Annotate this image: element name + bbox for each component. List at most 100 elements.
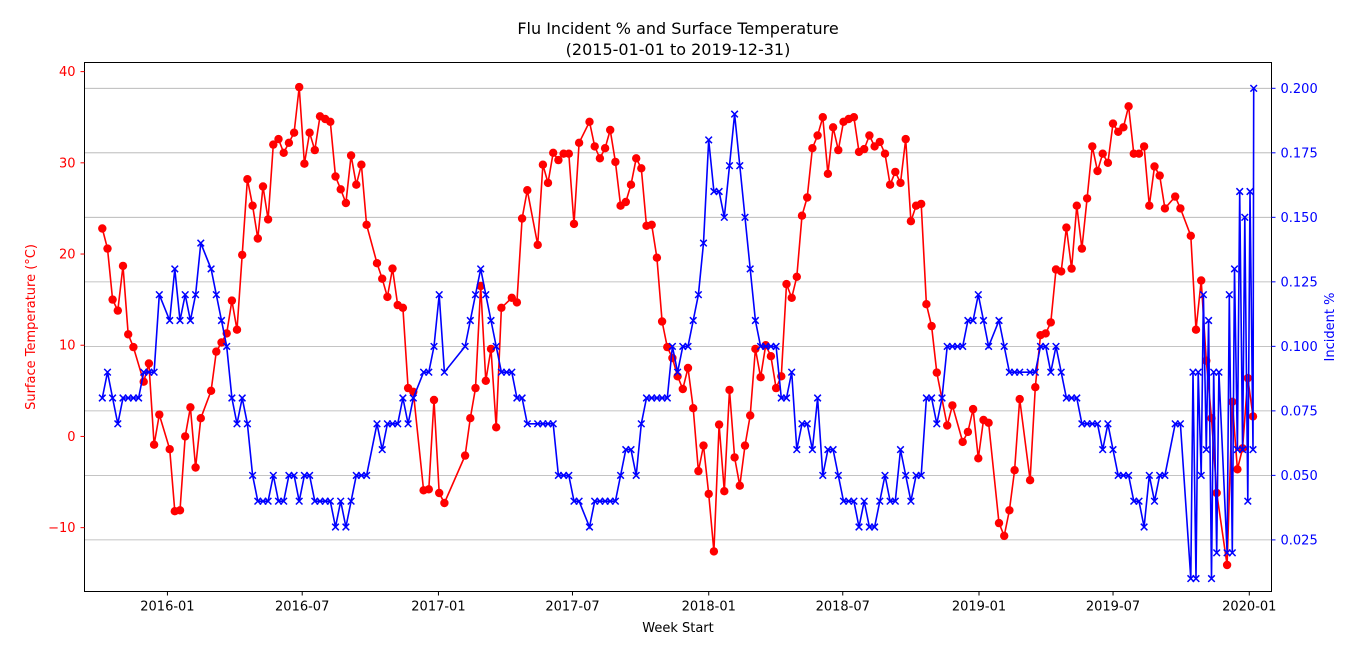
temperature-point (1015, 394, 1024, 404)
temperature-point (1150, 162, 1159, 171)
temperature-point (429, 395, 439, 405)
temperature-point (165, 445, 174, 454)
temperature-point (683, 363, 693, 373)
temperature-point (263, 215, 273, 224)
incident-point (1238, 445, 1247, 454)
temperature-point (766, 352, 776, 361)
temperature-point (129, 342, 138, 352)
temperature-point (295, 82, 304, 92)
temperature-point (657, 317, 667, 326)
temperature-point (352, 180, 361, 189)
x-axis: 2016-01 2016-07 2017-01 2017-07 2018-01 2018-… (140, 591, 1276, 615)
incident-point (1225, 290, 1234, 299)
incident-point (212, 290, 221, 299)
temperature-point (574, 138, 584, 147)
incident-point (409, 394, 418, 402)
incident-point (424, 368, 433, 377)
temperature-point (803, 193, 812, 202)
temperature-point (621, 197, 630, 207)
incident-point (471, 290, 480, 299)
incident-point (901, 471, 910, 480)
incident-point (611, 497, 620, 506)
temperature-point (512, 298, 522, 307)
incident-point (165, 316, 174, 325)
incident-point (108, 394, 117, 402)
incident-point (1199, 290, 1208, 299)
temperature-line (101, 87, 1254, 566)
incident-point (440, 368, 449, 377)
incident-point (850, 497, 858, 506)
temperature-point (326, 117, 335, 127)
temperature-point (932, 368, 941, 377)
series-layer (98, 82, 1258, 583)
incident-point (927, 394, 936, 402)
incident-point (243, 419, 252, 428)
temperature-point (1067, 264, 1076, 273)
x-tick-label: 2019-01 (952, 600, 1006, 615)
temperature-point (740, 441, 750, 450)
incident-point (699, 239, 708, 247)
incident-point (860, 497, 869, 506)
temperature-point (440, 498, 449, 508)
temperature-point (694, 466, 703, 476)
temperature-point (357, 160, 366, 169)
incident-point (295, 497, 304, 506)
temperature-point (206, 386, 216, 395)
temperature-point (1233, 465, 1242, 474)
temperature-point (1119, 123, 1128, 132)
incident-point (1197, 471, 1206, 480)
temperature-point (860, 144, 869, 154)
incident-point (808, 445, 817, 454)
incident-point (331, 523, 340, 531)
y-left-tick-label: −10 (48, 521, 75, 536)
incident-point (1249, 445, 1257, 454)
temperature-point (144, 359, 154, 368)
temperature-point (466, 414, 475, 423)
incident-point (1031, 368, 1040, 377)
plot-frame (84, 62, 1272, 592)
incident-point (378, 445, 387, 454)
x-tick-label: 2019-07 (1086, 600, 1140, 615)
temperature-point (689, 404, 698, 413)
temperature-point (310, 145, 319, 155)
incident-point (896, 445, 905, 454)
incident-point (336, 497, 345, 506)
temperature-point (725, 385, 734, 395)
temperature-point (865, 131, 874, 140)
temperature-point (1103, 158, 1113, 167)
temperature-point (538, 160, 548, 169)
temperature-point (460, 451, 470, 460)
temperature-point (523, 186, 532, 195)
incident-point (476, 265, 485, 273)
incident-point (1249, 84, 1258, 93)
temperature-point (346, 151, 356, 160)
incident-point (1207, 574, 1216, 583)
incident-point (689, 316, 698, 325)
incident-point (170, 265, 179, 273)
incident-point (113, 419, 122, 428)
temperature-point (331, 172, 340, 181)
incident-point (1246, 187, 1254, 196)
incident-point (1015, 368, 1024, 377)
temperature-point (652, 253, 662, 262)
incident-point (1057, 368, 1066, 377)
x-axis-label: Week Start (642, 621, 714, 636)
temperature-point (1124, 102, 1133, 111)
temperature-point (549, 148, 558, 157)
temperature-point (274, 134, 283, 144)
temperature-point (632, 154, 641, 163)
incident-point (492, 342, 501, 351)
incident-point (191, 290, 200, 299)
y-right-tick-label: 0.075 (1281, 404, 1318, 419)
incident-point (1235, 187, 1244, 196)
incident-point (404, 419, 412, 428)
incident-point (730, 110, 739, 118)
temperature-point (248, 201, 257, 210)
incident-point (399, 394, 407, 402)
temperature-point (808, 144, 817, 153)
temperature-point (1077, 244, 1087, 253)
incident-point (150, 368, 158, 377)
temperature-point (533, 240, 542, 250)
incident-point (326, 497, 335, 506)
